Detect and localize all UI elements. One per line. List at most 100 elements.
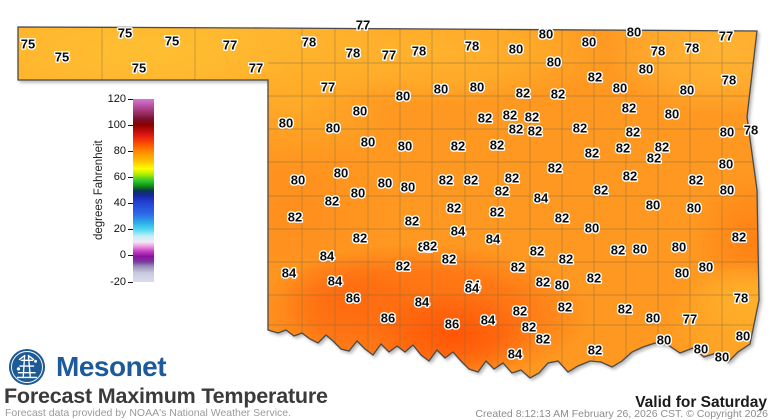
- temp-label: 80: [555, 278, 569, 293]
- temp-label: 82: [288, 210, 302, 225]
- temp-label: 80: [633, 242, 647, 257]
- temp-label: 80: [547, 55, 561, 70]
- temp-label: 82: [585, 146, 599, 161]
- temp-label: 80: [719, 157, 733, 172]
- temp-label: 80: [398, 139, 412, 154]
- temp-label: 77: [249, 61, 263, 76]
- legend-tick-label: 100: [107, 118, 126, 131]
- mesonet-logo-icon: [8, 348, 46, 386]
- temp-label: 78: [651, 44, 665, 59]
- temp-label: 82: [495, 184, 509, 199]
- legend-tick-label: 60: [113, 170, 126, 183]
- temp-label: 80: [470, 80, 484, 95]
- temp-label: 82: [732, 230, 746, 245]
- temp-label: 80: [613, 81, 627, 96]
- legend-tick-mark: [128, 203, 133, 205]
- temp-label: 82: [516, 86, 530, 101]
- temp-label: 80: [720, 183, 734, 198]
- legend-tick-label: 0: [119, 249, 126, 262]
- temp-label: 84: [508, 347, 523, 362]
- temp-label: 84: [415, 295, 430, 310]
- temp-label: 82: [616, 141, 630, 156]
- valid-date-label: Valid for Saturday: [635, 394, 767, 411]
- temp-label: 82: [509, 122, 523, 137]
- temp-label: 80: [326, 121, 340, 136]
- temp-label: 82: [464, 173, 478, 188]
- temp-label: 80: [539, 27, 553, 42]
- temp-label: 82: [490, 205, 504, 220]
- legend-tick-label: 40: [113, 197, 126, 210]
- created-timestamp: Created 8:12:13 AM February 26, 2026 CST…: [475, 408, 768, 420]
- temp-label: 80: [353, 104, 367, 119]
- temp-label: 82: [536, 275, 550, 290]
- legend-tick-mark: [128, 98, 133, 100]
- temp-label: 82: [442, 252, 456, 267]
- temp-label: 82: [588, 343, 602, 358]
- temp-label: 80: [687, 201, 701, 216]
- legend-tick-mark: [128, 124, 133, 126]
- temp-label: 86: [445, 317, 459, 332]
- temp-label: 77: [719, 29, 733, 44]
- temp-label: 80: [694, 342, 708, 357]
- temp-label: 80: [361, 135, 375, 150]
- temp-label: 80: [401, 180, 415, 195]
- temp-label: 84: [534, 191, 549, 206]
- legend-tick-mark: [128, 176, 133, 178]
- legend-tick-mark: [128, 150, 133, 152]
- temp-label: 77: [356, 18, 370, 33]
- temp-label: 82: [503, 108, 517, 123]
- temp-label: 80: [582, 35, 596, 50]
- temp-label: 82: [623, 169, 637, 184]
- temp-label: 78: [465, 39, 479, 54]
- temp-label: 80: [680, 83, 694, 98]
- temp-label: 77: [683, 312, 697, 327]
- temp-label: 82: [353, 231, 367, 246]
- temp-label: 82: [505, 171, 519, 186]
- temp-label: 75: [118, 26, 132, 41]
- temp-label: 82: [423, 239, 437, 254]
- temp-label: 80: [639, 62, 653, 77]
- temp-label: 80: [715, 350, 729, 365]
- temp-label: 80: [509, 42, 523, 57]
- temp-label: 75: [55, 50, 69, 65]
- temp-label: 82: [689, 173, 703, 188]
- temp-label: 80: [627, 25, 641, 40]
- temp-label: 82: [528, 124, 542, 139]
- temp-label: 80: [279, 116, 293, 131]
- temp-label: 80: [351, 186, 365, 201]
- temp-label: 82: [548, 161, 562, 176]
- temp-label: 75: [21, 37, 35, 52]
- temp-label: 80: [672, 240, 686, 255]
- temp-label: 80: [334, 166, 348, 181]
- temp-label: 80: [657, 333, 671, 348]
- temp-label: 82: [655, 140, 669, 155]
- temp-label: 78: [302, 35, 316, 50]
- temp-label: 80: [646, 311, 660, 326]
- temp-label: 82: [525, 110, 539, 125]
- temp-label: 82: [611, 243, 625, 258]
- data-source-note: Forecast data provided by NOAA's Nationa…: [5, 407, 292, 419]
- temp-label: 84: [481, 313, 496, 328]
- temp-label: 82: [418, 240, 432, 255]
- temp-label: 82: [511, 260, 525, 275]
- temp-label: 82: [555, 211, 569, 226]
- temp-label: 82: [325, 194, 339, 209]
- temp-label: 78: [685, 41, 699, 56]
- county-boundaries: [101, 27, 759, 378]
- temp-label: 80: [646, 198, 660, 213]
- temp-label: 78: [346, 46, 360, 61]
- legend-tick-label: 20: [113, 223, 126, 236]
- temp-label: 78: [722, 73, 736, 88]
- temp-label: 84: [466, 278, 481, 293]
- temp-label: 82: [559, 252, 573, 267]
- temp-label: 80: [378, 176, 392, 191]
- temp-label: 82: [396, 259, 410, 274]
- temp-label: 80: [396, 89, 410, 104]
- temp-label: 80: [291, 173, 305, 188]
- temp-label: 82: [573, 121, 587, 136]
- temp-label: 82: [587, 271, 601, 286]
- temp-label: 82: [626, 125, 640, 140]
- temp-label: 84: [320, 249, 335, 264]
- temp-label: 80: [675, 266, 689, 281]
- temp-label: 78: [734, 291, 748, 306]
